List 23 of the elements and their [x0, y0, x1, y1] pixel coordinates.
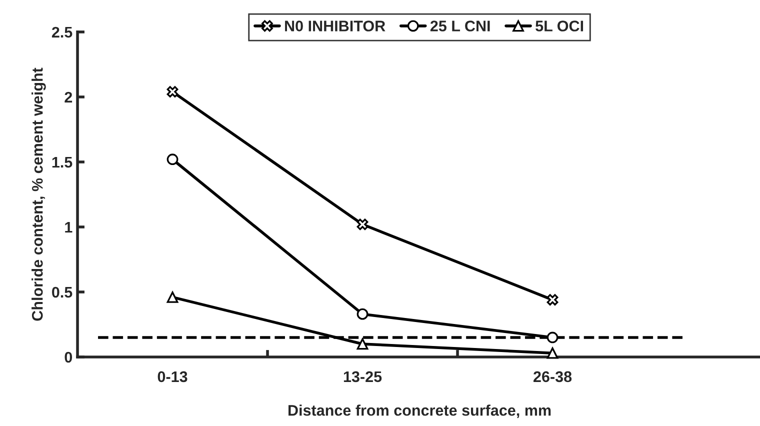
point	[166, 154, 178, 166]
point	[356, 338, 368, 350]
point	[546, 347, 558, 359]
y-tick-label: 0.5	[52, 286, 72, 298]
point	[546, 332, 558, 344]
legend-label: 25 L CNI	[430, 20, 490, 32]
point	[546, 294, 558, 306]
y-tick-label: 1	[65, 222, 72, 233]
legend-label: N0 INHIBITOR	[285, 20, 386, 32]
x-tick-label: 26-38	[534, 371, 572, 382]
point	[356, 218, 368, 230]
y-tick-label: 0	[64, 352, 72, 363]
y-tick-label: 2	[64, 92, 72, 102]
point	[166, 291, 178, 303]
x-axis-title: Distance from concrete surface, mm	[288, 404, 551, 418]
x-tick-label: 13-25	[344, 371, 382, 382]
y-axis-title: Chloride content, % cement weight	[32, 68, 46, 321]
point	[166, 86, 178, 98]
point	[356, 308, 368, 320]
x-tick-label: 0-13	[158, 371, 188, 382]
y-tick-label: 2.5	[52, 26, 72, 38]
y-tick-label: 1.5	[52, 156, 72, 168]
legend-label: 5L OCI	[536, 20, 584, 32]
